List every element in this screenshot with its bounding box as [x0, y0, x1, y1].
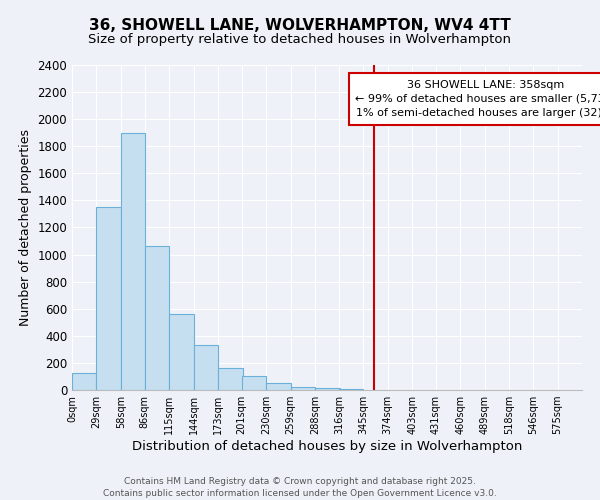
Text: Size of property relative to detached houses in Wolverhampton: Size of property relative to detached ho… — [89, 32, 511, 46]
Bar — [72, 373, 97, 390]
Text: Contains HM Land Registry data © Crown copyright and database right 2025.
Contai: Contains HM Land Registry data © Crown c… — [103, 476, 497, 498]
Bar — [145, 246, 169, 390]
Bar — [266, 382, 290, 390]
Bar — [290, 386, 315, 390]
X-axis label: Distribution of detached houses by size in Wolverhampton: Distribution of detached houses by size … — [132, 440, 522, 453]
Y-axis label: Number of detached properties: Number of detached properties — [19, 129, 32, 326]
Bar — [315, 388, 340, 390]
Bar — [169, 314, 194, 390]
Bar — [97, 207, 121, 390]
Text: 36 SHOWELL LANE: 358sqm
← 99% of detached houses are smaller (5,731)
1% of semi-: 36 SHOWELL LANE: 358sqm ← 99% of detache… — [355, 80, 600, 118]
Text: 36, SHOWELL LANE, WOLVERHAMPTON, WV4 4TT: 36, SHOWELL LANE, WOLVERHAMPTON, WV4 4TT — [89, 18, 511, 32]
Bar — [121, 132, 145, 390]
Bar — [194, 344, 218, 390]
Bar — [218, 368, 242, 390]
Bar — [242, 376, 266, 390]
